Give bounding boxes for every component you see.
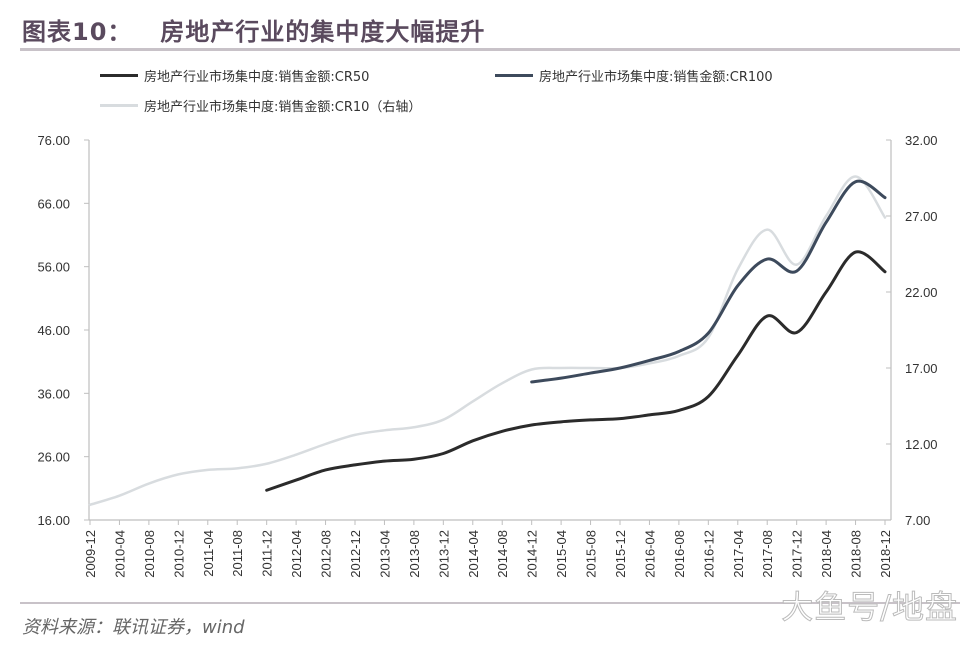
legend-label-cr100: 房地产行业市场集中度:销售金额:CR100 bbox=[539, 70, 773, 85]
legend-label-cr10: 房地产行业市场集中度:销售金额:CR10（右轴） bbox=[144, 100, 422, 115]
left-tick-label: 16.00 bbox=[37, 513, 70, 528]
x-tick-label: 2011-12 bbox=[260, 530, 275, 577]
x-tick-label: 2010-12 bbox=[171, 530, 186, 578]
x-tick-label: 2014-12 bbox=[525, 530, 540, 578]
right-tick-label: 17.00 bbox=[905, 361, 938, 376]
right-tick-label: 32.00 bbox=[905, 133, 938, 148]
x-tick-label: 2012-04 bbox=[289, 530, 304, 578]
left-tick-label: 26.00 bbox=[37, 450, 70, 465]
legend-item-cr100: 房地产行业市场集中度:销售金额:CR100 bbox=[495, 66, 773, 85]
x-tick-label: 2016-12 bbox=[701, 530, 716, 578]
title-text: 房地产行业的集中度大幅提升 bbox=[160, 18, 486, 46]
x-tick-label: 2015-12 bbox=[613, 530, 628, 578]
legend-label-cr50: 房地产行业市场集中度:销售金额:CR50 bbox=[144, 70, 370, 85]
x-tick-label: 2012-08 bbox=[319, 530, 334, 578]
x-tick-label: 2015-08 bbox=[584, 530, 599, 578]
source-note: 资料来源：联讯证券，wind bbox=[22, 617, 245, 638]
legend-swatch-cr100 bbox=[495, 74, 533, 77]
left-tick-label: 36.00 bbox=[37, 386, 70, 401]
title-divider bbox=[20, 48, 960, 51]
watermark: 大鱼号/地盘 bbox=[781, 588, 958, 627]
x-tick-label: 2012-12 bbox=[348, 530, 363, 578]
x-tick-label: 2014-08 bbox=[495, 530, 510, 578]
series-line-cr10 bbox=[88, 175, 887, 507]
series-line-cr50 bbox=[265, 250, 887, 492]
x-tick-label: 2010-04 bbox=[112, 530, 127, 578]
series-line-cr100 bbox=[530, 179, 887, 384]
legend-item-cr50: 房地产行业市场集中度:销售金额:CR50 bbox=[100, 66, 369, 85]
legend-item-cr10: 房地产行业市场集中度:销售金额:CR10（右轴） bbox=[100, 96, 421, 115]
chart-title: 图表10： 房地产行业的集中度大幅提升 bbox=[22, 12, 485, 47]
x-tick-label: 2017-04 bbox=[731, 530, 746, 578]
line-chart: 16.00 26.00 36.00 46.00 56.00 66.00 76.00 7.00 1… bbox=[37, 133, 938, 578]
x-tick-label: 2010-08 bbox=[142, 530, 157, 578]
legend-swatch-cr50 bbox=[100, 74, 138, 77]
x-tick-label: 2018-08 bbox=[849, 530, 864, 578]
x-tick-label: 2011-08 bbox=[230, 530, 245, 577]
x-tick-label: 2009-12 bbox=[83, 530, 98, 578]
x-tick-label: 2014-04 bbox=[466, 530, 481, 578]
left-tick-label: 56.00 bbox=[37, 260, 70, 275]
legend-swatch-cr10 bbox=[100, 104, 138, 107]
right-tick-label: 27.00 bbox=[905, 209, 938, 224]
x-tick-label: 2013-04 bbox=[377, 530, 392, 578]
x-tick-label: 2016-04 bbox=[642, 530, 657, 578]
x-tick-label: 2013-12 bbox=[436, 530, 451, 578]
x-tick-label: 2016-08 bbox=[672, 530, 687, 578]
footer-divider bbox=[20, 602, 960, 604]
x-tick-label: 2017-12 bbox=[790, 530, 805, 578]
x-tick-label: 2017-08 bbox=[760, 530, 775, 578]
right-tick-label: 7.00 bbox=[905, 513, 930, 528]
right-tick-label: 22.00 bbox=[905, 285, 938, 300]
x-tick-label: 2013-08 bbox=[407, 530, 422, 578]
x-tick-label: 2018-12 bbox=[878, 530, 893, 578]
x-tick-label: 2015-04 bbox=[554, 530, 569, 578]
x-tick-label: 2011-04 bbox=[201, 530, 216, 577]
left-tick-label: 76.00 bbox=[37, 133, 70, 148]
figure-label: 图表10： bbox=[22, 18, 133, 46]
left-tick-label: 66.00 bbox=[37, 196, 70, 211]
left-tick-label: 46.00 bbox=[37, 323, 70, 338]
right-tick-label: 12.00 bbox=[905, 437, 938, 452]
x-tick-label: 2018-04 bbox=[819, 530, 834, 578]
